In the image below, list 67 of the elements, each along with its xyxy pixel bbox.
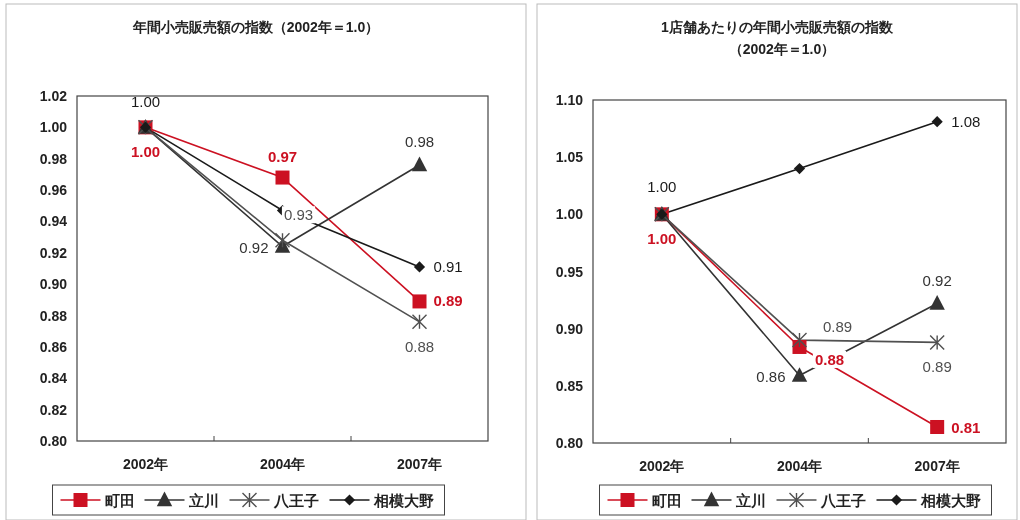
y-tick-label: 0.84 [39,370,68,387]
point [791,332,808,348]
y-tick-label: 0.85 [555,377,584,394]
data-label: 0.89 [822,318,853,336]
data-label: 1.00 [130,93,161,111]
chart-title: 1店舗あたりの年間小売販売額の指数 [661,19,894,35]
y-tick-label: 0.80 [39,433,68,449]
point [275,170,290,185]
data-label: 0.97 [267,147,298,165]
point [929,295,945,310]
y-tick-label: 1.05 [555,149,584,166]
data-label: 0.98 [404,133,435,150]
data-label: 1.00 [647,178,677,196]
legend-label: 町田 [651,492,682,509]
y-tick-label: 0.96 [39,182,68,199]
point [411,314,428,330]
y-tick-label: 0.95 [555,263,584,280]
x-tick-label: 2007年 [914,458,960,474]
data-label: 0.92 [922,271,952,289]
x-tick-label: 2002年 [122,456,169,472]
data-label: 1.00 [647,230,677,248]
point [413,261,426,273]
chart-subtitle: （2002年＝1.0） [728,41,836,57]
y-tick-label: 1.10 [555,92,584,108]
y-tick-label: 0.92 [39,244,68,261]
chart-title: 年間小売販売額の指数（2002年＝1.0） [131,19,380,35]
x-tick-label: 2007年 [396,456,443,472]
y-tick-label: 1.00 [39,119,68,136]
y-tick-label: 0.88 [39,307,68,324]
y-tick-label: 0.98 [39,150,68,167]
y-tick-label: 0.94 [39,213,68,230]
data-label: 0.81 [951,418,981,436]
legend-label: 町田 [104,492,135,509]
point [929,334,945,351]
point [930,419,945,434]
y-tick-label: 0.90 [39,276,68,293]
y-tick-label: 0.82 [39,401,68,418]
x-tick-label: 2004年 [776,458,823,474]
legend-label: 立川 [734,492,766,509]
y-tick-label: 1.00 [555,206,584,223]
y-tick-label: 0.90 [555,320,584,337]
data-label: 0.93 [283,206,314,224]
point [274,232,291,248]
data-label: 0.89 [433,292,463,310]
point [411,156,428,172]
x-tick-label: 2002年 [639,458,685,474]
point [793,163,806,175]
y-tick-label: 0.80 [555,435,584,451]
legend-label: 八王子 [819,492,866,509]
legend-label: 立川 [187,492,219,509]
data-label: 1.08 [951,112,981,130]
data-label: 0.86 [756,367,786,385]
data-label: 0.88 [814,350,845,368]
point [791,367,808,382]
legend-label: 相模大野 [372,492,434,509]
legend-label: 相模大野 [919,492,981,509]
data-label: 1.00 [130,143,161,161]
data-label: 0.92 [239,238,269,256]
legend-label: 八王子 [272,492,319,509]
data-label: 0.89 [922,358,952,376]
data-label: 0.88 [404,337,435,355]
x-tick-label: 2004年 [259,456,306,472]
y-tick-label: 0.86 [39,338,68,355]
data-label: 0.91 [433,257,463,275]
y-tick-label: 1.02 [39,88,68,104]
point [412,294,427,309]
point [931,116,943,128]
